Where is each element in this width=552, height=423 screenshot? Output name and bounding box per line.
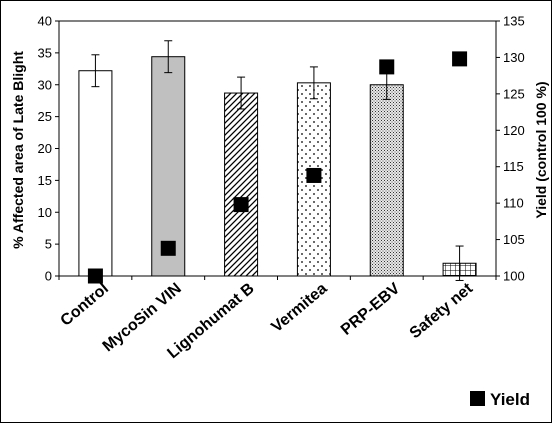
y2-tick-label-7: 135 [503,14,525,29]
y2-axis-title: Yield (control 100 %) [533,81,549,218]
legend-label-yield: Yield [490,390,530,409]
bar-4 [369,84,404,277]
y-tick-label-5: 25 [38,109,52,124]
y-tick-label-8: 40 [38,14,52,29]
y2-tick-label-3: 115 [503,159,524,174]
yield-marker-1 [160,240,176,256]
category-label-4: PRP-EBV [338,280,404,339]
legend: Yield [470,390,530,409]
y2-tick-label-0: 100 [503,269,525,284]
y2-tick-label-2: 110 [503,196,524,211]
legend-marker-yield [470,391,485,406]
category-label-3: Vermitea [268,280,330,336]
y2-tick-label-5: 125 [503,86,525,101]
y2-tick-label-4: 120 [503,123,525,138]
y-tick-label-3: 15 [38,173,52,188]
y-tick-label-0: 0 [45,269,52,284]
yield-marker-3 [306,167,322,183]
y-tick-label-1: 5 [45,237,52,252]
y-tick-label-4: 20 [38,141,52,156]
category-label-5: Safety net [407,280,477,343]
category-label-0: Control [57,280,111,330]
y2-tick-label-6: 130 [503,50,525,65]
yield-marker-2 [233,197,249,213]
bar-2 [224,92,259,277]
y-axis-title: % Affected area of Late Blight [10,51,26,249]
y-tick-label-6: 30 [38,77,52,92]
yield-marker-5 [452,51,468,67]
y2-tick-label-1: 105 [503,232,525,247]
bar-0 [78,70,113,277]
y-tick-label-7: 35 [38,45,52,60]
y-tick-label-2: 10 [38,205,52,220]
yield-marker-4 [379,59,395,75]
